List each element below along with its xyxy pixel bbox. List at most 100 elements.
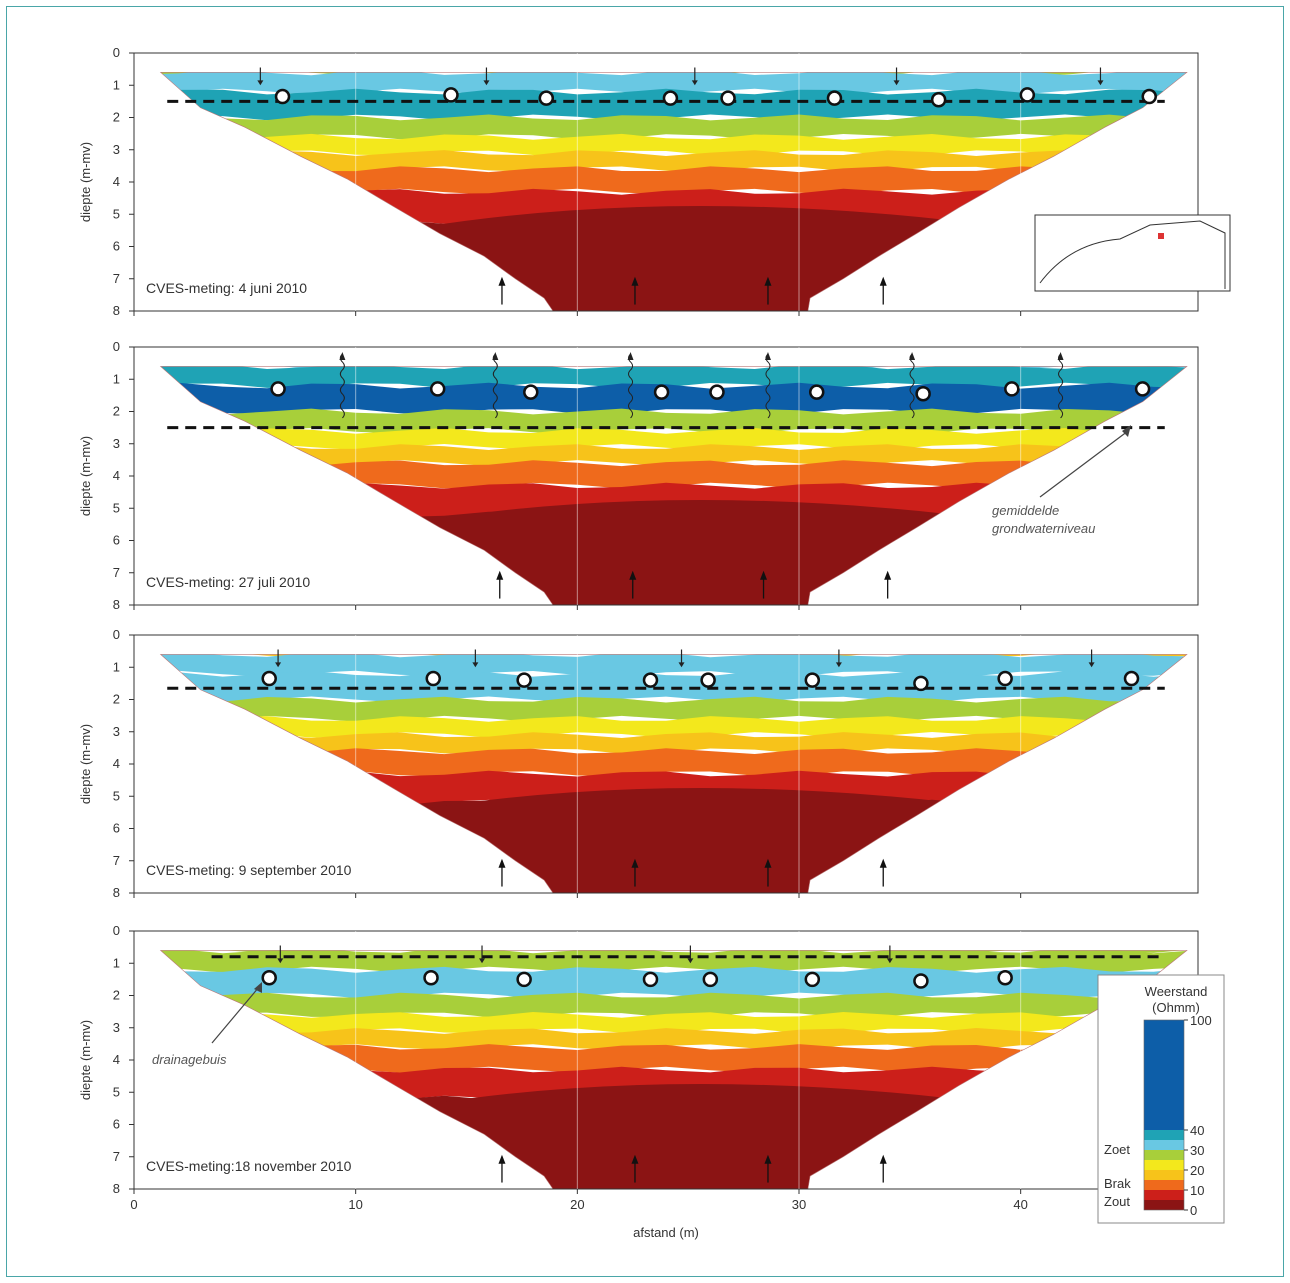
y-tick-label: 5	[113, 1084, 120, 1099]
y-tick-label: 6	[113, 821, 120, 836]
y-tick-label: 0	[113, 45, 120, 60]
y-tick-label: 3	[113, 142, 120, 157]
arrow-head	[627, 351, 634, 360]
y-tick-label: 4	[113, 174, 120, 189]
arrow-head	[492, 351, 499, 360]
resistivity-band	[160, 166, 1187, 195]
y-tick-label: 6	[113, 533, 120, 548]
legend-swatch	[1144, 1180, 1184, 1190]
y-tick-label: 1	[113, 955, 120, 970]
resistivity-band	[160, 444, 1187, 467]
arrow-head	[472, 662, 479, 668]
arrow-head	[835, 662, 842, 668]
arrow-head	[764, 858, 772, 868]
y-tick-label: 2	[113, 988, 120, 1003]
y-axis-label: diepte (m-mv)	[78, 436, 93, 516]
resistivity-band	[160, 1012, 1187, 1034]
x-tick-label: 40	[1013, 1197, 1027, 1212]
drain-pipe	[804, 672, 821, 688]
drain-pipe	[261, 970, 277, 986]
panel-2: 0 1 2 3 4 5 6 7 8 diepte (m-mv) CVES-meting: 27 ju…	[78, 339, 1199, 612]
resistivity-band	[160, 950, 1187, 973]
y-tick-label: 4	[113, 756, 120, 771]
arrow-head	[631, 1154, 639, 1164]
y-tick-label: 4	[113, 468, 120, 483]
y-tick-label: 0	[113, 339, 120, 354]
y-tick-label: 8	[113, 303, 120, 318]
resistivity-band	[160, 366, 1187, 370]
drain-pipe	[930, 92, 947, 108]
drain-pipe	[516, 971, 532, 988]
panel-title: CVES-meting: 27 juli 2010	[146, 574, 310, 590]
legend-swatch	[1144, 1190, 1184, 1200]
arrow-head	[629, 570, 637, 580]
arrow-head	[879, 1154, 887, 1164]
panel-1: 0 1 2 3 4 5 6 7 8 diepte (m-mv) CVES-meting: 4 jun…	[78, 45, 1231, 318]
arrow-head	[479, 958, 486, 964]
arrow-head	[483, 80, 490, 86]
drain-pipe	[804, 971, 821, 988]
y-tick-label: 1	[113, 371, 120, 386]
drain-pipe	[642, 672, 659, 688]
drain-pipe	[425, 670, 441, 687]
y-tick-label: 1	[113, 659, 120, 674]
drain-pipe	[913, 675, 929, 692]
legend-tick-label: 0	[1190, 1203, 1197, 1218]
y-tick-label: 2	[113, 110, 120, 125]
resistivity-field	[160, 366, 1187, 605]
resistivity-band	[160, 716, 1187, 738]
coastline	[1039, 220, 1226, 289]
legend-swatch	[1144, 1160, 1184, 1170]
resistivity-band	[160, 72, 1187, 95]
y-tick-label: 5	[113, 788, 120, 803]
drain-pipe	[1141, 88, 1157, 105]
arrow-head	[764, 351, 771, 360]
y-tick-label: 5	[113, 206, 120, 221]
resistivity-band	[160, 114, 1187, 140]
drain-pipe	[429, 381, 446, 397]
annotation-text: gemiddelde	[992, 503, 1059, 518]
y-tick-label: 3	[113, 436, 120, 451]
panel-4: 0 1 2 3 4 5 6 7 8 diepte (m-mv) CVES-meting:18 nov…	[78, 923, 1199, 1240]
capillary-arrow	[628, 353, 634, 419]
resistivity-band	[160, 366, 1187, 389]
arrow-head	[1122, 425, 1131, 437]
drain-pipe	[808, 384, 825, 400]
resistivity-band	[160, 150, 1187, 172]
deep-saline-zone	[422, 206, 955, 311]
arrow-head	[257, 80, 264, 86]
arrow-head	[1097, 80, 1104, 86]
drain-pipe	[913, 973, 929, 989]
arrow-head	[275, 662, 282, 668]
legend-category-label: Zout	[1104, 1194, 1130, 1209]
annotation-text: drainagebuis	[152, 1052, 227, 1067]
legend-unit: (Ohmm)	[1152, 1000, 1200, 1015]
annotation-arrow	[211, 986, 260, 1044]
legend-swatch	[1144, 1130, 1184, 1140]
arrow-head	[691, 80, 698, 86]
x-tick-label: 10	[348, 1197, 362, 1212]
arrow-head	[764, 1154, 772, 1164]
legend-swatch	[1144, 1150, 1184, 1160]
y-tick-label: 7	[113, 565, 120, 580]
x-tick-label: 30	[792, 1197, 806, 1212]
y-tick-label: 2	[113, 692, 120, 707]
arrow-head	[687, 958, 694, 964]
x-tick-label: 20	[570, 1197, 584, 1212]
deep-saline-zone	[422, 788, 955, 893]
arrow-head	[764, 276, 772, 286]
arrow-head	[277, 958, 284, 964]
arrow-head	[498, 858, 506, 868]
resistivity-field	[160, 654, 1187, 893]
resistivity-band	[160, 1044, 1187, 1073]
legend-category-label: Brak	[1104, 1176, 1131, 1191]
y-tick-label: 0	[113, 923, 120, 938]
y-tick-label: 7	[113, 271, 120, 286]
annotation-text: grondwaterniveau	[992, 521, 1095, 536]
resistivity-band	[160, 992, 1187, 1018]
y-tick-label: 6	[113, 239, 120, 254]
y-tick-label: 2	[113, 404, 120, 419]
drain-pipe	[261, 670, 277, 687]
arrow-head	[879, 276, 887, 286]
arrow-head	[678, 662, 685, 668]
